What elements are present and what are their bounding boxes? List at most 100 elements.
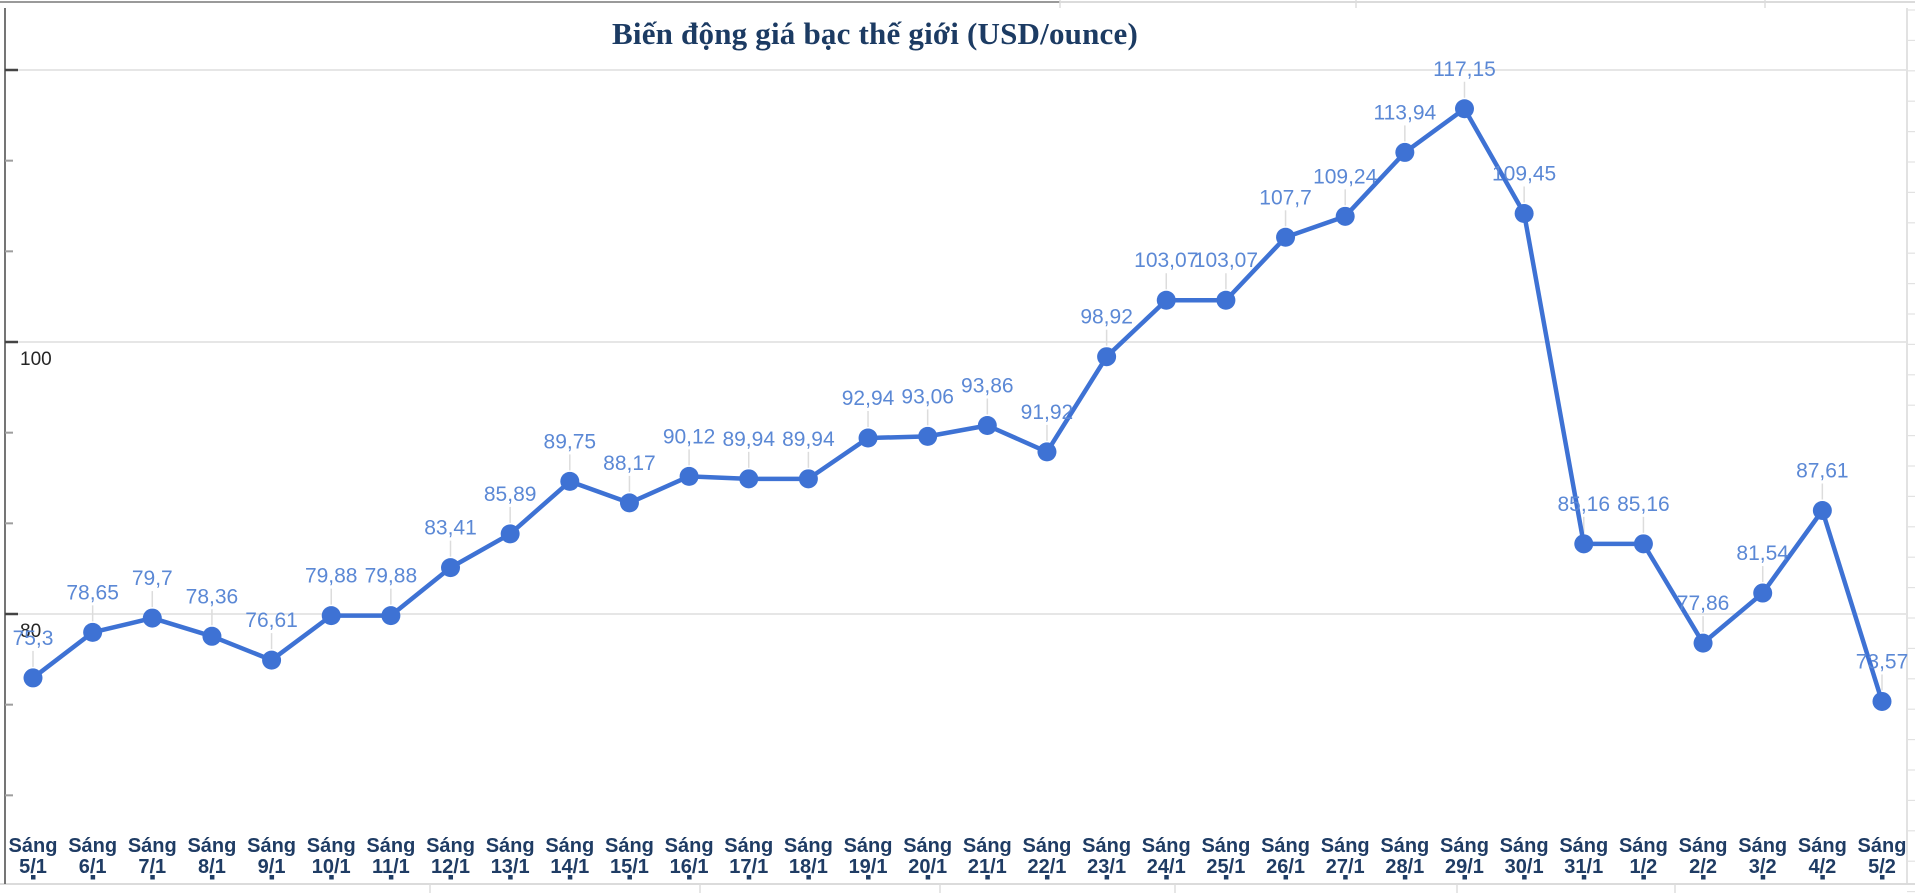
x-axis-label-date: 10/1 xyxy=(312,856,351,878)
x-axis-label: Sáng xyxy=(1201,835,1250,857)
x-axis-tick-dot xyxy=(150,875,155,880)
x-axis-tick-dot xyxy=(448,875,454,880)
x-axis-label-date: 5/2 xyxy=(1868,856,1896,878)
data-point-label: 81,54 xyxy=(1736,542,1789,565)
data-point[interactable] xyxy=(1216,290,1236,310)
data-point[interactable] xyxy=(1633,534,1653,554)
data-point[interactable] xyxy=(1693,633,1713,653)
x-axis-tick-dot xyxy=(1402,875,1408,880)
data-point[interactable] xyxy=(1514,203,1534,223)
data-point[interactable] xyxy=(560,471,580,491)
x-axis-label: Sáng xyxy=(1380,835,1429,857)
x-axis-label-date: 7/1 xyxy=(138,856,166,878)
data-point-label: 113,94 xyxy=(1374,101,1437,124)
x-axis-tick-dot xyxy=(1343,875,1348,880)
x-axis-tick-dot xyxy=(1641,875,1646,880)
x-axis-tick-dot xyxy=(1820,875,1825,880)
x-axis-label: Sáng xyxy=(784,835,833,857)
x-axis-label-date: 20/1 xyxy=(908,856,947,878)
x-axis-label-date: 6/1 xyxy=(79,856,107,878)
data-point[interactable] xyxy=(1812,501,1832,521)
x-axis-label: Sáng xyxy=(665,835,714,857)
x-axis-label: Sáng xyxy=(187,835,236,857)
x-axis-label: Sáng xyxy=(1440,835,1489,857)
x-axis-label: Sáng xyxy=(1798,835,1847,857)
x-axis-tick-dot xyxy=(388,875,394,880)
data-point[interactable] xyxy=(1276,227,1296,247)
data-point[interactable] xyxy=(321,606,341,626)
x-axis-tick-dot xyxy=(746,875,752,880)
x-axis-label: Sáng xyxy=(963,835,1012,857)
data-point[interactable] xyxy=(1156,290,1176,310)
data-point[interactable] xyxy=(381,606,401,626)
x-axis-label: Sáng xyxy=(1559,835,1608,857)
x-axis-label: Sáng xyxy=(1023,835,1072,857)
data-point-label: 85,89 xyxy=(484,483,537,506)
x-axis-label-date: 13/1 xyxy=(491,856,530,878)
x-axis-label: Sáng xyxy=(1679,835,1728,857)
x-axis-tick-dot xyxy=(1044,875,1050,880)
x-axis-label-date: 23/1 xyxy=(1087,856,1126,878)
data-point[interactable] xyxy=(858,428,878,448)
data-point-label: 89,94 xyxy=(722,428,775,451)
x-axis-label: Sáng xyxy=(724,835,773,857)
x-axis-label-date: 27/1 xyxy=(1326,856,1365,878)
x-axis-label: Sáng xyxy=(68,835,117,857)
x-axis-tick-dot xyxy=(1581,875,1587,880)
x-axis-label-date: 24/1 xyxy=(1147,856,1186,878)
data-point[interactable] xyxy=(798,469,818,489)
data-point-label: 89,75 xyxy=(544,430,597,453)
data-point[interactable] xyxy=(500,524,520,544)
x-axis-tick-dot xyxy=(329,875,334,880)
data-point[interactable] xyxy=(1395,142,1415,162)
data-point-label: 79,88 xyxy=(365,565,418,588)
x-axis-label-date: 9/1 xyxy=(258,856,286,878)
data-point-label: 79,7 xyxy=(132,567,173,590)
data-point[interactable] xyxy=(977,416,997,436)
x-axis-tick-dot xyxy=(1701,875,1706,880)
data-point-label: 109,45 xyxy=(1492,162,1556,185)
data-point-label: 85,16 xyxy=(1617,493,1670,516)
data-point[interactable] xyxy=(1037,442,1057,462)
x-axis-label: Sáng xyxy=(486,835,535,857)
data-point-label: 83,41 xyxy=(424,517,477,540)
data-point[interactable] xyxy=(142,608,162,628)
x-axis-label: Sáng xyxy=(366,835,415,857)
data-point[interactable] xyxy=(1753,583,1773,603)
data-point-label: 92,94 xyxy=(842,387,895,410)
data-point[interactable] xyxy=(918,426,938,446)
x-axis-tick-dot xyxy=(209,875,215,880)
x-axis-label-date: 4/2 xyxy=(1808,856,1836,878)
x-axis-tick-dot xyxy=(1223,875,1229,880)
data-point-label: 85,16 xyxy=(1557,493,1610,516)
x-axis-label: Sáng xyxy=(545,835,594,857)
x-axis-label-date: 12/1 xyxy=(431,856,470,878)
data-point[interactable] xyxy=(441,558,461,578)
x-axis-tick-dot xyxy=(687,875,692,880)
x-axis-label-date: 22/1 xyxy=(1027,856,1066,878)
data-point-label: 93,06 xyxy=(901,385,954,408)
x-axis-label-date: 5/1 xyxy=(19,856,47,878)
data-point[interactable] xyxy=(1872,691,1892,711)
x-axis-label: Sáng xyxy=(1142,835,1191,857)
data-point[interactable] xyxy=(1097,347,1117,367)
x-axis-tick-dot xyxy=(866,875,871,880)
data-point[interactable] xyxy=(679,466,699,486)
data-point[interactable] xyxy=(83,622,103,642)
x-axis-label-date: 11/1 xyxy=(372,856,410,878)
data-point[interactable] xyxy=(1454,99,1474,119)
data-point[interactable] xyxy=(619,493,639,513)
data-point[interactable] xyxy=(202,626,222,646)
data-point[interactable] xyxy=(23,668,43,688)
x-axis-tick-dot xyxy=(925,875,931,880)
x-axis-label-date: 15/1 xyxy=(610,856,649,878)
data-point[interactable] xyxy=(262,650,282,670)
y-axis-label: 100 xyxy=(20,349,52,370)
x-axis-label-date: 31/1 xyxy=(1564,856,1603,878)
data-point[interactable] xyxy=(739,469,759,489)
data-point[interactable] xyxy=(1574,534,1594,554)
data-point[interactable] xyxy=(1335,206,1355,226)
x-axis-label: Sáng xyxy=(605,835,654,857)
